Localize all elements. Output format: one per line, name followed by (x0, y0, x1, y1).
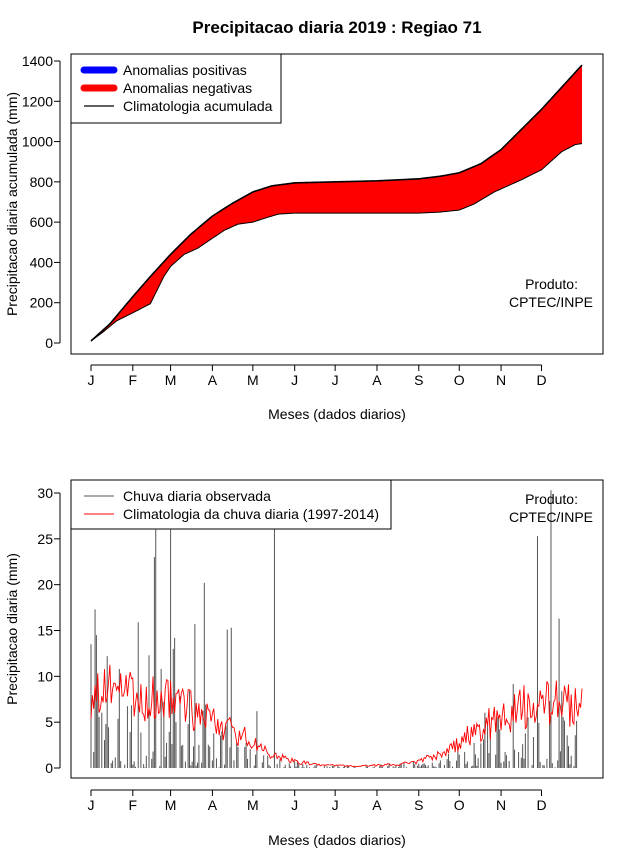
daily-legend: Chuva diaria observada Climatologia da c… (70, 479, 392, 530)
x-tick-label: O (454, 797, 465, 813)
observed-cumulative-line (90, 143, 583, 342)
x-tick-label: D (536, 797, 546, 813)
y-tick-label: 600 (30, 214, 54, 230)
x-tick-label: J (88, 797, 95, 813)
x-tick-label: J (332, 372, 339, 388)
daily-marks (90, 490, 583, 768)
y-tick-label: 0 (45, 335, 53, 351)
y-tick-label: 200 (30, 295, 54, 311)
cumulative-y-label: Precipitacao diaria acumulada (mm) (4, 92, 20, 316)
y-tick-label: 0 (45, 760, 53, 776)
legend-label-climatology: Climatologia acumulada (123, 98, 273, 114)
cumulative-chart: 0 200 400 600 800 1000 1200 1400 J F M A M J J A S O N D P… (4, 53, 604, 422)
y-tick-label: 15 (37, 623, 53, 639)
x-tick-label: J (291, 797, 298, 813)
y-tick-label: 1000 (22, 134, 53, 150)
x-tick-label: N (496, 797, 506, 813)
y-tick-label: 800 (30, 174, 54, 190)
daily-product-source: CPTEC/INPE (509, 509, 593, 525)
x-tick-label: A (208, 372, 218, 388)
x-tick-label: A (372, 797, 382, 813)
climatology-cumulative-line (90, 64, 583, 342)
y-tick-label: 25 (37, 531, 53, 547)
daily-legend-box (70, 479, 392, 530)
legend-label-negative: Anomalias negativas (123, 80, 252, 96)
cumulative-plot-frame (70, 53, 604, 355)
legend-label-positive: Anomalias positivas (123, 62, 247, 78)
daily-y-label: Precipitacao diaria (mm) (4, 553, 20, 705)
cumulative-legend: Anomalias positivas Anomalias negativas … (70, 53, 282, 124)
cumulative-product-source: CPTEC/INPE (509, 294, 593, 310)
y-tick-label: 5 (45, 714, 53, 730)
y-tick-label: 20 (37, 577, 53, 593)
x-tick-label: S (414, 372, 423, 388)
cumulative-product-label: Produto: (525, 276, 578, 292)
x-tick-label: J (291, 372, 298, 388)
x-tick-label: S (414, 797, 423, 813)
cumulative-x-label: Meses (dados diarios) (268, 406, 406, 422)
x-tick-label: F (129, 797, 138, 813)
x-tick-label: M (247, 372, 259, 388)
x-tick-label: A (372, 372, 382, 388)
x-tick-label: D (536, 372, 546, 388)
y-tick-label: 30 (37, 485, 53, 501)
x-tick-label: M (165, 372, 177, 388)
daily-chart: 0 5 10 15 20 25 30 J F M A M J J A S O N D Precipitacao d… (4, 479, 604, 848)
x-tick-label: M (247, 797, 259, 813)
cumulative-y-axis: 0 200 400 600 800 1000 1200 1400 (22, 53, 61, 351)
y-tick-label: 1200 (22, 93, 53, 109)
x-tick-label: O (454, 372, 465, 388)
y-tick-label: 400 (30, 254, 54, 270)
legend-label-observed: Chuva diaria observada (123, 488, 271, 504)
x-tick-label: J (332, 797, 339, 813)
x-tick-label: N (496, 372, 506, 388)
x-tick-label: A (208, 797, 218, 813)
daily-product-label: Produto: (525, 491, 578, 507)
negative-anomaly-area (91, 65, 582, 341)
cumulative-marks (90, 64, 583, 342)
x-tick-label: F (129, 372, 138, 388)
daily-climatology-line (90, 664, 583, 768)
daily-x-label: Meses (dados diarios) (268, 832, 406, 848)
x-tick-label: J (88, 372, 95, 388)
x-tick-label: M (165, 797, 177, 813)
legend-label-daily-climatology: Climatologia da chuva diaria (1997-2014) (123, 506, 379, 522)
y-tick-label: 10 (37, 668, 53, 684)
y-tick-label: 1400 (22, 53, 53, 69)
figure-title: Precipitacao diaria 2019 : Regiao 71 (192, 18, 481, 37)
daily-y-axis: 0 5 10 15 20 25 30 (37, 485, 61, 776)
